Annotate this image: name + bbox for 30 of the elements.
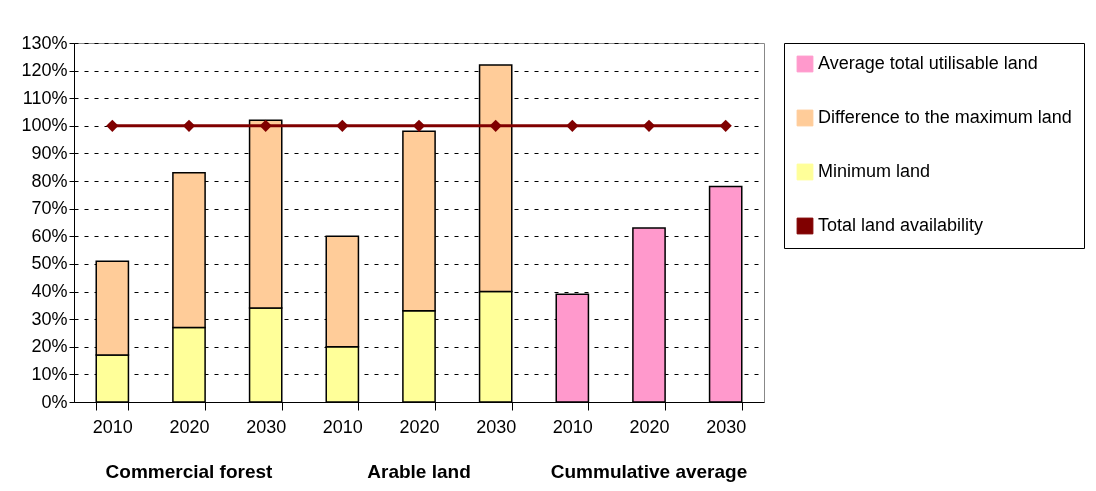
y-tick-label: 10%	[31, 363, 68, 384]
text: Cummulative average	[550, 461, 748, 482]
text: Commercial forest	[105, 461, 274, 482]
y-tick-label: 60%	[31, 225, 68, 246]
y-tick-label: 30%	[31, 308, 68, 329]
legend-label: Minimum land	[818, 161, 931, 181]
y-tick-label: 110%	[22, 87, 68, 108]
text: Arable land	[367, 461, 471, 482]
y-tick-label: 50%	[31, 253, 68, 274]
y-tick-label: 40%	[31, 281, 68, 302]
legend-label: Difference to the maximum land	[818, 107, 1072, 127]
legend-label: Average total utilisable land	[818, 53, 1038, 73]
y-tick-label: 130%	[21, 32, 68, 53]
legend-label: Total land availability	[818, 215, 984, 235]
x-tick-label: 2010	[92, 416, 133, 437]
x-tick-label: 2030	[476, 416, 517, 437]
y-tick-label: 0%	[41, 391, 68, 412]
x-tick-label: 2030	[706, 416, 747, 437]
y-tick-label: 70%	[31, 198, 68, 219]
y-tick-label: 100%	[21, 115, 68, 136]
y-tick-label: 90%	[31, 142, 68, 163]
x-tick-label: 2020	[629, 416, 670, 437]
x-tick-label: 2010	[322, 416, 363, 437]
y-tick-label: 20%	[31, 336, 68, 357]
x-tick-label: 2030	[246, 416, 287, 437]
x-tick-label: 2020	[169, 416, 210, 437]
x-tick-label: 2020	[399, 416, 440, 437]
y-tick-label: 120%	[21, 60, 68, 81]
y-tick-label: 80%	[31, 170, 68, 191]
x-tick-label: 2010	[552, 416, 593, 437]
